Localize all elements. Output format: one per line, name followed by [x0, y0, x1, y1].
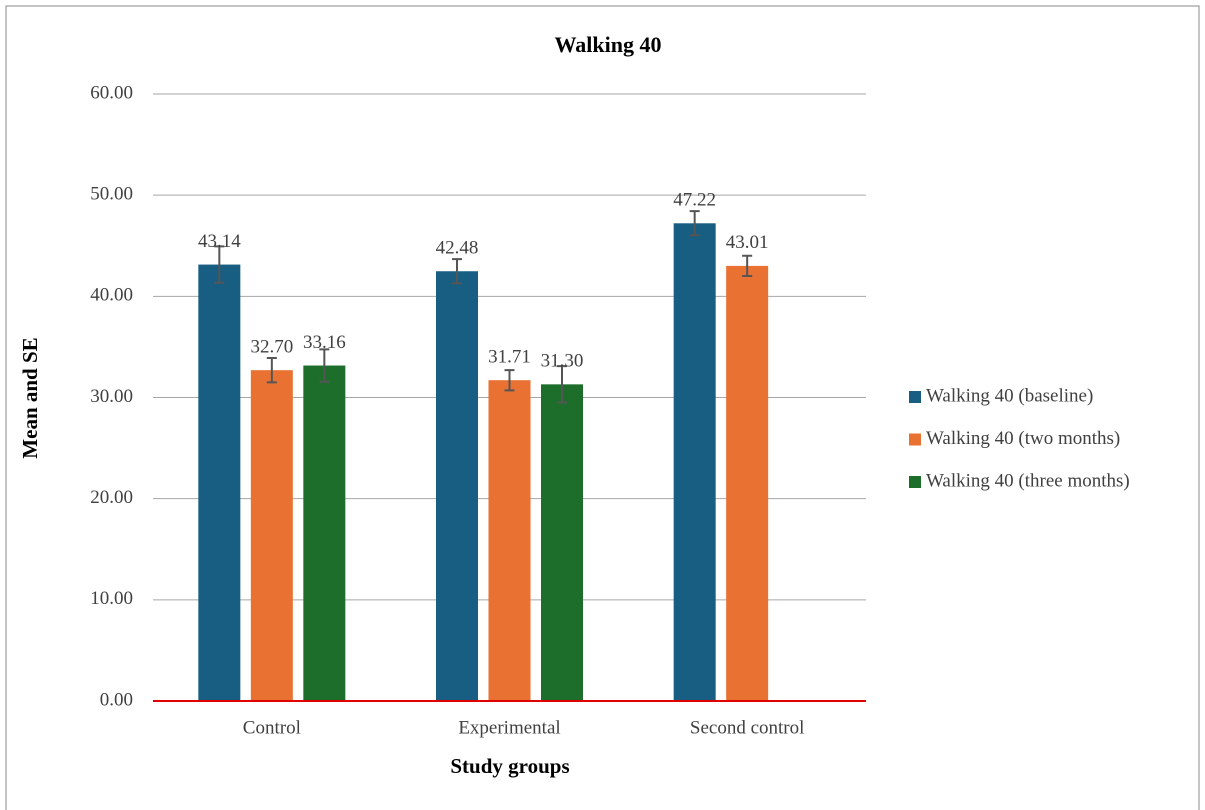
x-axis-label: Study groups	[450, 754, 569, 778]
error-bar	[742, 254, 753, 277]
bar	[198, 264, 241, 701]
error-bar	[504, 369, 515, 392]
data-label: 32.70	[250, 337, 293, 358]
error-bar	[266, 357, 277, 384]
legend-label: Walking 40 (two months)	[926, 428, 1120, 449]
data-label: 31.71	[488, 347, 531, 368]
x-tick-label: Experimental	[458, 717, 560, 738]
x-tick-label: Second control	[690, 717, 805, 738]
y-tick-label: 0.00	[100, 689, 133, 710]
bar	[673, 223, 716, 701]
bar	[303, 365, 346, 701]
y-axis-label: Mean and SE	[18, 337, 42, 458]
chart-title: Walking 40	[555, 32, 662, 57]
y-tick-label: 30.00	[90, 386, 133, 407]
legend-swatch	[909, 476, 921, 488]
bar	[726, 265, 769, 701]
legend-swatch	[909, 433, 921, 446]
y-tick-label: 40.00	[90, 285, 133, 306]
data-label: 42.48	[436, 238, 479, 259]
legend-label: Walking 40 (three months)	[926, 470, 1130, 491]
y-tick-label: 20.00	[90, 487, 133, 508]
chart-border	[5, 5, 1200, 810]
error-bar	[319, 348, 330, 383]
error-bar	[452, 258, 462, 285]
bar	[541, 384, 583, 701]
error-bar	[557, 365, 567, 404]
legend-swatch	[909, 391, 921, 403]
data-label: 33.16	[303, 332, 346, 353]
data-label: 47.22	[673, 190, 716, 211]
x-tick-label: Control	[243, 717, 301, 738]
bar	[250, 370, 293, 701]
bar	[488, 380, 531, 701]
error-bar	[214, 245, 225, 284]
y-tick-label: 50.00	[90, 184, 133, 205]
y-tick-label: 60.00	[90, 82, 133, 103]
y-tick-label: 10.00	[90, 588, 133, 609]
bar	[436, 271, 478, 701]
data-label: 43.14	[198, 231, 241, 252]
data-label: 43.01	[726, 232, 769, 253]
error-bar	[689, 210, 700, 237]
data-label: 31.30	[541, 351, 584, 372]
legend-label: Walking 40 (baseline)	[926, 385, 1093, 406]
